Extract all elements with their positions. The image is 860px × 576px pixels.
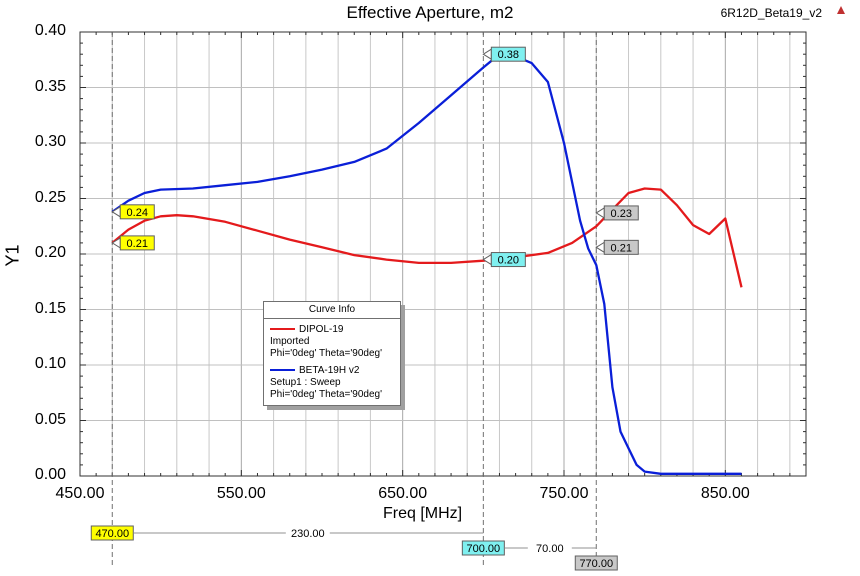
x-tick-label: 450.00 <box>55 485 105 502</box>
design-name: 6R12D_Beta19_v2 <box>720 6 822 20</box>
freq-marker-label: 770.00 <box>579 558 613 570</box>
marker-label-text: 0.21 <box>611 242 632 254</box>
y-tick-label: 0.10 <box>34 355 66 372</box>
marker-label-text: 0.23 <box>611 208 632 220</box>
freq-marker-box <box>574 555 618 571</box>
legend-swatch-blue <box>270 369 295 372</box>
marker-label-text: 0.20 <box>498 255 519 267</box>
delta-label-bg <box>527 541 572 555</box>
legend-swatch-red <box>270 328 295 331</box>
marker-pointer <box>482 253 492 266</box>
marker-label-box <box>119 204 155 220</box>
legend-box[interactable]: Curve Info DIPOL-19 Imported Phi='0deg' … <box>263 301 401 406</box>
y-tick-label: 0.30 <box>34 133 66 150</box>
marker-label-box <box>603 205 639 221</box>
marker-label-box <box>490 252 526 268</box>
marker-pointer <box>595 207 605 219</box>
marker-label-box <box>490 46 526 62</box>
delta-label-bg <box>285 526 330 540</box>
marker-label: 0.24 <box>111 204 155 220</box>
y-tick-label: 0.20 <box>34 244 66 261</box>
triangle-icon[interactable] <box>836 5 846 15</box>
freq-marker-label: 700.00 <box>467 543 501 555</box>
marker-pointer <box>595 241 605 254</box>
legend-entry-params: Phi='0deg' Theta='90deg' <box>270 389 382 400</box>
legend-entry-params: Phi='0deg' Theta='90deg' <box>270 348 382 359</box>
delta-label: 230.00 <box>291 528 325 540</box>
legend-entry-dipol[interactable]: DIPOL-19 Imported Phi='0deg' Theta='90de… <box>264 324 400 360</box>
x-tick-label: 650.00 <box>378 485 428 502</box>
chart-title: Effective Aperture, m2 <box>346 3 514 22</box>
y-tick-label: 0.40 <box>34 22 66 39</box>
marker-label: 0.21 <box>111 235 155 251</box>
legend-title: Curve Info <box>264 302 400 319</box>
y-tick-label: 0.25 <box>34 188 66 206</box>
y-tick-label: 0.00 <box>34 466 66 483</box>
marker-label-box <box>119 235 155 251</box>
legend-entry-setup: Setup1 : Sweep <box>270 377 341 388</box>
marker-label-box <box>603 239 639 255</box>
marker-label-text: 0.38 <box>498 49 519 61</box>
freq-marker-label: 470.00 <box>95 528 129 540</box>
x-tick-label: 750.00 <box>539 485 589 502</box>
marker-pointer <box>482 48 492 61</box>
x-tick-label: 850.00 <box>700 485 750 502</box>
marker-label: 0.20 <box>482 252 526 268</box>
marker-label-text: 0.24 <box>127 207 148 219</box>
legend-entry-setup: Imported <box>270 336 310 347</box>
marker-label-text: 0.21 <box>127 238 148 250</box>
marker-label: 0.38 <box>482 46 526 62</box>
x-tick-label: 550.00 <box>216 485 266 502</box>
marker-label: 0.21 <box>595 239 639 255</box>
x-axis-label: Freq [MHz] <box>383 505 463 522</box>
y-tick-label: 0.15 <box>34 299 66 317</box>
marker-label: 0.23 <box>595 205 639 221</box>
y-tick-label: 0.35 <box>34 77 66 95</box>
series-line-dipol-19 <box>111 187 743 288</box>
legend-entry-beta[interactable]: BETA-19H v2 Setup1 : Sweep Phi='0deg' Th… <box>264 365 400 401</box>
y-tick-label: 0.05 <box>34 410 66 428</box>
delta-label: 70.00 <box>536 543 564 555</box>
legend-entry-name: DIPOL-19 <box>299 324 344 335</box>
legend-entry-name: BETA-19H v2 <box>299 365 360 376</box>
